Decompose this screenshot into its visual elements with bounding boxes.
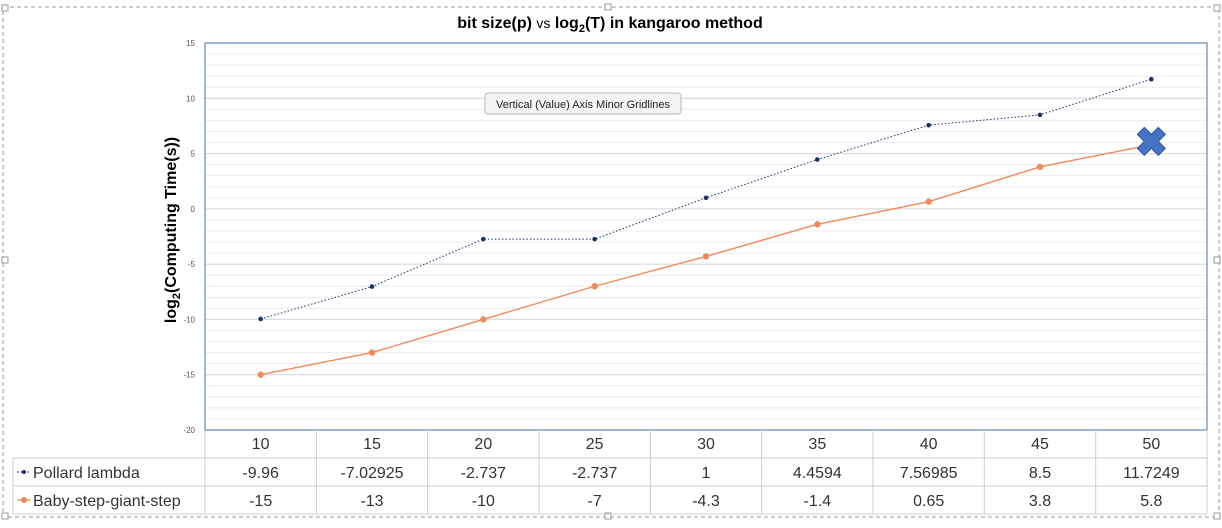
series-point-1[interactable] <box>257 371 264 378</box>
table-cell: 5.8 <box>1140 493 1162 510</box>
gridline-tooltip: Vertical (Value) Axis Minor Gridlines <box>484 92 682 115</box>
series-point-0[interactable] <box>1149 76 1154 82</box>
resize-handle-top-left[interactable] <box>1 4 9 12</box>
series-point-1[interactable] <box>480 316 487 323</box>
series-point-0[interactable] <box>369 284 375 289</box>
x-category-label: 45 <box>1031 436 1049 453</box>
table-cell: -9.96 <box>242 465 279 482</box>
resize-handle-middle-left[interactable] <box>1 256 9 264</box>
series-point-0[interactable] <box>592 236 597 242</box>
table-cell: -10 <box>472 493 495 510</box>
tooltip-box <box>484 92 682 115</box>
table-cell: 3.8 <box>1029 493 1051 510</box>
y-axis-ticks: 15 10 5 0 -5 -10 -15 -20 <box>183 39 195 435</box>
legend-marker-0 <box>22 470 26 474</box>
y-tick-label: -5 <box>188 260 196 269</box>
series-point-1[interactable] <box>925 198 932 205</box>
chart-title[interactable]: bit size(p) vs log2(T) in kangaroo metho… <box>457 15 762 35</box>
x-category-label: 15 <box>363 436 381 453</box>
major-gridlines[interactable] <box>205 42 1207 431</box>
table-cell: -7.02925 <box>340 465 403 482</box>
table-cell: -13 <box>360 493 383 510</box>
x-category-label: 35 <box>808 436 826 453</box>
y-axis-label[interactable]: log2(Computing Time(s)) <box>163 137 183 323</box>
series-point-0[interactable] <box>703 195 709 201</box>
table-cell: -7 <box>588 493 602 510</box>
table-cell: 11.7249 <box>1123 465 1180 482</box>
legend-label[interactable]: Baby-step-giant-step <box>33 493 181 510</box>
x-mark-icon <box>1136 126 1167 157</box>
series-point-1[interactable] <box>368 349 376 356</box>
table-cell: 1 <box>702 465 711 482</box>
resize-handle-middle-right[interactable] <box>1213 256 1221 264</box>
series-line-1[interactable] <box>260 144 1152 376</box>
x-category-label: 20 <box>474 436 492 453</box>
series-point-0[interactable] <box>926 122 931 128</box>
y-tick-label: -10 <box>183 315 195 324</box>
x-category-label: 40 <box>920 436 938 453</box>
series-point-0[interactable] <box>481 236 486 242</box>
x-category-label: 30 <box>697 436 715 453</box>
legend-label[interactable]: Pollard lambda <box>33 465 140 482</box>
series-points[interactable] <box>257 76 1155 378</box>
table-cell: 0.65 <box>913 493 944 510</box>
table-cell: -15 <box>249 493 272 510</box>
y-tick-label: 0 <box>191 205 196 214</box>
series-point-0[interactable] <box>258 316 263 322</box>
resize-handle-bottom-right[interactable] <box>1213 512 1221 520</box>
resize-handle-bottom-center[interactable] <box>604 512 612 520</box>
x-category-label: 10 <box>252 436 270 453</box>
table-cell: 4.4594 <box>793 465 842 482</box>
y-tick-label: 10 <box>186 94 195 103</box>
x-category-label: 50 <box>1142 436 1160 453</box>
series-point-0[interactable] <box>815 157 820 162</box>
table-cell: 7.56985 <box>900 465 958 482</box>
minor-gridlines[interactable] <box>205 53 1207 420</box>
legend-marker-1 <box>21 497 27 503</box>
y-tick-label: -20 <box>183 426 195 435</box>
annotation-layer <box>1136 126 1167 157</box>
table-cell: -1.4 <box>804 493 832 510</box>
y-tick-label: 15 <box>186 39 195 48</box>
series-point-1[interactable] <box>814 221 821 228</box>
plot-area-border[interactable] <box>204 42 1208 431</box>
series-point-1[interactable] <box>1036 163 1044 171</box>
table-cell: -4.3 <box>692 493 720 510</box>
table-cell: -2.737 <box>572 465 617 482</box>
data-table[interactable]: 10 15 20 25 30 35 40 45 50 Pollard lambda -9.96 -7.… <box>12 430 1208 515</box>
series-point-0[interactable] <box>1037 112 1043 118</box>
table-cell: 8.5 <box>1029 465 1051 482</box>
x-category-label: 25 <box>586 436 604 453</box>
tooltip-text: Vertical (Value) Axis Minor Gridlines <box>496 99 671 111</box>
y-tick-label: -15 <box>183 371 195 380</box>
y-tick-label: 5 <box>191 150 196 159</box>
table-cell: -2.737 <box>461 465 506 482</box>
resize-handle-top-right[interactable] <box>1213 4 1221 12</box>
resize-handle-bottom-left[interactable] <box>1 512 9 520</box>
resize-handle-top-center[interactable] <box>604 3 612 11</box>
series-point-1[interactable] <box>591 283 598 290</box>
series-point-1[interactable] <box>702 253 710 260</box>
